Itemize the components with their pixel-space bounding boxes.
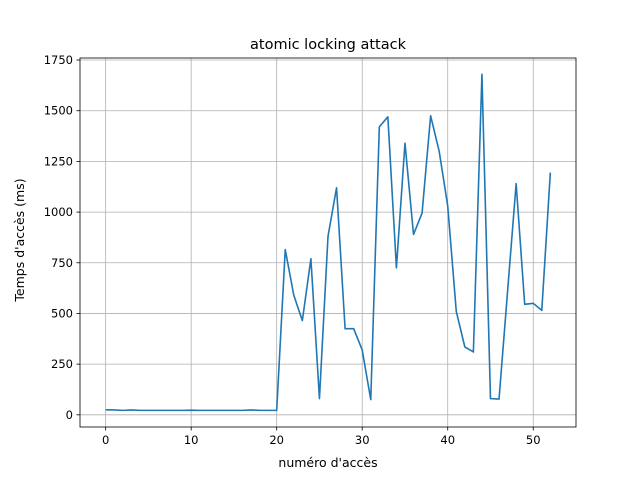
y-tick-label: 1750 [44,53,73,67]
y-tick-label: 250 [51,357,73,371]
x-tick-label: 30 [355,433,370,447]
chart-title: atomic locking attack [250,37,407,53]
y-tick-label: 1500 [44,104,73,118]
x-axis-label: numéro d'accès [278,455,377,470]
x-tick-label: 0 [102,433,109,447]
y-tick-label: 0 [66,408,73,422]
x-tick-label: 40 [440,433,455,447]
y-tick-label: 500 [51,306,73,320]
y-axis-label: Temps d'accès (ms) [12,178,27,302]
y-tick-label: 1250 [44,154,73,168]
series-line [105,73,552,412]
plot-frame [79,57,577,428]
y-tick-label: 1000 [44,205,73,219]
x-tick-label: 20 [269,433,284,447]
y-tick-label: 750 [51,256,73,270]
x-tick-label: 10 [184,433,199,447]
grid [80,58,576,427]
series-layer [105,73,552,412]
x-tick-label: 50 [526,433,541,447]
